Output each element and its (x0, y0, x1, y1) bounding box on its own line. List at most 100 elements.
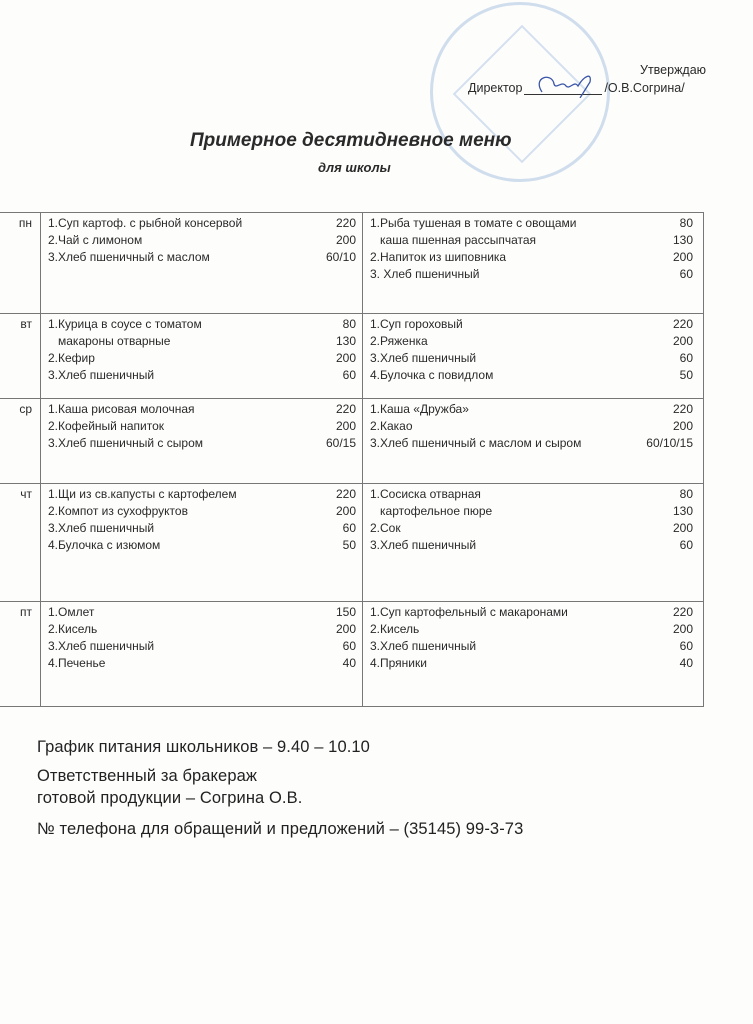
dish-name: 2.Компот из сухофруктов (48, 504, 188, 518)
dish-portion: 50 (679, 368, 693, 382)
dish-name: 3.Хлеб пшеничный (370, 351, 477, 365)
menu-item: 2.Кисель 200 (370, 621, 693, 638)
menu-item: 4.Печенье 40 (48, 655, 356, 672)
menu-item: 1.Суп картоф. с рыбной консервой 220 (48, 215, 356, 232)
dish-name: 3.Хлеб пшеничный с маслом (48, 250, 210, 264)
dish-name: каша пшенная рассыпчатая (380, 233, 537, 247)
menu-item: 1.Сосиска отварная 80 (370, 486, 693, 503)
breakfast-cell: 1.Щи из св.капусты с картофелем 220 2.Комп… (40, 484, 362, 601)
day-label: чт (20, 487, 32, 501)
lunch-cell: 1.Суп гороховый 220 2.Ряженка 200 3.Хлеб пше… (362, 314, 703, 398)
day-label: пн (18, 216, 32, 230)
dish-portion: 200 (335, 504, 356, 518)
dish-portion: 200 (672, 521, 693, 535)
menu-item: картофельное пюре 130 (370, 503, 693, 520)
dish-name: 4.Пряники (370, 656, 427, 670)
table-row: вт 1.Курица в соусе с томатом 80 макароны о… (0, 313, 703, 398)
dish-portion: 40 (342, 656, 356, 670)
dish-portion: 200 (335, 419, 356, 433)
menu-item: 1.Суп гороховый 220 (370, 316, 693, 333)
dish-portion: 60 (679, 267, 693, 281)
dish-name: 2.Ряженка (370, 334, 428, 348)
dish-portion: 60 (679, 538, 693, 552)
dish-name: 1.Каша рисовая молочная (48, 402, 195, 416)
menu-item: 3.Хлеб пшеничный с сыром 60/15 (48, 435, 356, 452)
menu-item: 1.Курица в соусе с томатом 80 (48, 316, 356, 333)
director-label: Директор (468, 81, 523, 95)
dish-name: 2.Кофейный напиток (48, 419, 164, 433)
menu-item: 3.Хлеб пшеничный с маслом 60/10 (48, 249, 356, 266)
menu-item: 2.Какао 200 (370, 418, 693, 435)
menu-item: 2.Кефир 200 (48, 350, 356, 367)
dish-name: 2.Кефир (48, 351, 95, 365)
dish-name: 2.Кисель (48, 622, 98, 636)
dish-portion: 130 (335, 334, 356, 348)
director-signature-line: Директор /О.В.Согрина/ (468, 75, 685, 98)
breakfast-cell: 1.Каша рисовая молочная 220 2.Кофейный нап… (40, 399, 362, 483)
official-stamp (430, 2, 610, 182)
menu-item: 1.Суп картофельный с макаронами 220 (370, 604, 693, 621)
dish-name: 1.Сосиска отварная (370, 487, 481, 501)
table-row: ср 1.Каша рисовая молочная 220 2.Кофейный н… (0, 398, 703, 483)
phone-line: № телефона для обращений и предложений –… (37, 820, 524, 838)
dish-name: 3.Хлеб пшеничный (370, 639, 477, 653)
lunch-cell: 1.Каша «Дружба» 220 2.Какао 200 3.Хлеб пшени… (362, 399, 703, 483)
menu-item: 3.Хлеб пшеничный 60 (48, 638, 356, 655)
day-label: ср (19, 402, 32, 416)
dish-name: 2.Сок (370, 521, 401, 535)
dish-name: 4.Булочка с изюмом (48, 538, 161, 552)
dish-name: 2.Напиток из шиповника (370, 250, 507, 264)
menu-item: 2.Кофейный напиток 200 (48, 418, 356, 435)
dish-portion: 60 (342, 368, 356, 382)
dish-portion: 60 (342, 639, 356, 653)
responsible-line-1: Ответственный за бракераж (37, 767, 258, 785)
dish-name: 3.Хлеб пшеничный (370, 538, 477, 552)
dish-portion: 130 (672, 504, 693, 518)
dish-portion: 200 (335, 622, 356, 636)
menu-item: 2.Напиток из шиповника 200 (370, 249, 693, 266)
responsible-line-2: готовой продукции – Согрина О.В. (37, 789, 303, 807)
dish-name: 3. Хлеб пшеничный (370, 267, 480, 281)
menu-item: 2.Ряженка 200 (370, 333, 693, 350)
menu-item: 1.Каша рисовая молочная 220 (48, 401, 356, 418)
dish-name: 2.Какао (370, 419, 413, 433)
table-row: пн 1.Суп картоф. с рыбной консервой 220 2.Ч… (0, 213, 703, 313)
day-label: вт (20, 317, 32, 331)
menu-item: 3.Хлеб пшеничный 60 (370, 638, 693, 655)
menu-item: 2.Кисель 200 (48, 621, 356, 638)
menu-item: 4.Булочка с повидлом 50 (370, 367, 693, 384)
dish-portion: 220 (672, 605, 693, 619)
menu-item: 3.Хлеб пшеничный 60 (48, 367, 356, 384)
dish-name: 3.Хлеб пшеничный (48, 368, 155, 382)
menu-item: 2.Чай с лимоном 200 (48, 232, 356, 249)
dish-name: 1.Каша «Дружба» (370, 402, 469, 416)
menu-item: 3.Хлеб пшеничный 60 (370, 350, 693, 367)
menu-item: 3.Хлеб пшеничный с маслом и сыром 60/10/1… (370, 435, 693, 452)
menu-item: 3.Хлеб пшеничный 60 (48, 520, 356, 537)
dish-portion: 50 (342, 538, 356, 552)
dish-portion: 60 (679, 639, 693, 653)
dish-portion: 220 (672, 317, 693, 331)
dish-portion: 220 (335, 487, 356, 501)
menu-item: 2.Сок 200 (370, 520, 693, 537)
dish-name: 2.Кисель (370, 622, 420, 636)
day-label: пт (20, 605, 32, 619)
dish-portion: 80 (679, 216, 693, 230)
dish-name: 1.Суп картофельный с макаронами (370, 605, 568, 619)
dish-name: картофельное пюре (380, 504, 493, 518)
dish-portion: 200 (672, 622, 693, 636)
menu-item: 1.Омлет 150 (48, 604, 356, 621)
signature (524, 75, 603, 98)
approve-label: Утверждаю (640, 63, 707, 77)
dish-portion: 60/10/15 (646, 436, 693, 450)
menu-item: 3.Хлеб пшеничный 60 (370, 537, 693, 554)
table-row: чт 1.Щи из св.капусты с картофелем 220 2.Ко… (0, 483, 703, 601)
table-row: пт 1.Омлет 150 2.Кисель 200 3.Хлеб пшеничный 6… (0, 601, 703, 706)
dish-name: 1.Рыба тушеная в томате с овощами (370, 216, 577, 230)
director-name: /О.В.Согрина/ (604, 81, 685, 95)
meal-schedule: График питания школьников – 9.40 – 10.10 (37, 738, 370, 756)
dish-portion: 80 (679, 487, 693, 501)
dish-name: 1.Суп гороховый (370, 317, 463, 331)
page-subtitle: для школы (318, 160, 391, 175)
dish-portion: 200 (335, 351, 356, 365)
